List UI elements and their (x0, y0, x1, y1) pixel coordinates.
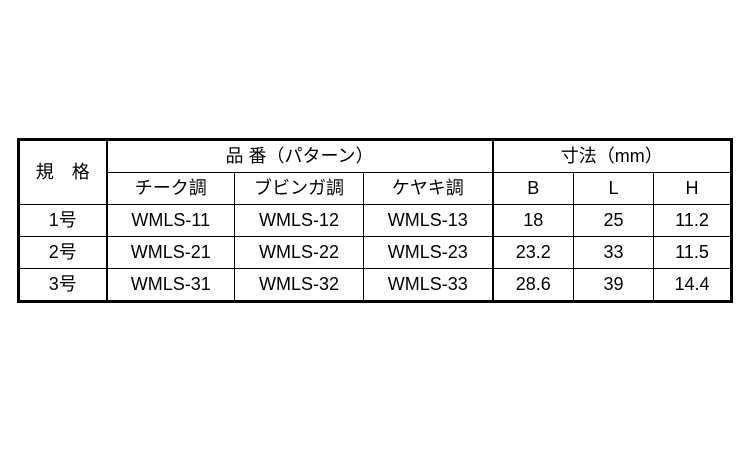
part-cell: WMLS-33 (363, 268, 494, 302)
part-cell: WMLS-11 (106, 204, 235, 237)
dim-cell: 23.2 (492, 236, 574, 269)
table-row: 1号 WMLS-11 WMLS-12 WMLS-13 18 25 11.2 (18, 204, 732, 237)
part-cell: WMLS-32 (234, 268, 364, 302)
dim-cell: 39 (573, 268, 654, 302)
dim-cell: 25 (573, 204, 654, 237)
dim-cell: 33 (573, 236, 654, 269)
table-row: 2号 WMLS-21 WMLS-22 WMLS-23 23.2 33 11.5 (18, 236, 732, 269)
spec-header: 規 格 (18, 139, 108, 205)
pattern-header: ケヤキ調 (363, 172, 494, 205)
dim-cell: 11.5 (653, 236, 732, 269)
part-cell: WMLS-12 (234, 204, 364, 237)
dimension-header: 寸法（mm） (492, 139, 732, 173)
table-row: 3号 WMLS-31 WMLS-32 WMLS-33 28.6 39 14.4 (18, 268, 732, 302)
pattern-header: チーク調 (106, 172, 235, 205)
spec-table: 規 格 品 番（パターン） 寸法（mm） チーク調 ブビンガ調 ケヤキ調 B L… (17, 138, 733, 303)
dim-cell: 14.4 (653, 268, 732, 302)
part-number-header: 品 番（パターン） (106, 139, 494, 173)
pattern-header: ブビンガ調 (234, 172, 364, 205)
size-cell: 1号 (18, 204, 108, 237)
header-row-2: チーク調 ブビンガ調 ケヤキ調 B L H (19, 172, 732, 205)
part-cell: WMLS-13 (363, 204, 494, 237)
dim-cell: 11.2 (653, 204, 732, 237)
part-cell: WMLS-23 (363, 236, 494, 269)
part-cell: WMLS-21 (106, 236, 235, 269)
dim-cell: 18 (492, 204, 574, 237)
part-cell: WMLS-22 (234, 236, 364, 269)
size-cell: 3号 (18, 268, 108, 302)
size-cell: 2号 (18, 236, 108, 269)
dim-header: L (573, 172, 654, 205)
dim-cell: 28.6 (492, 268, 574, 302)
dim-header: H (653, 172, 732, 205)
header-row-1: 規 格 品 番（パターン） 寸法（mm） (18, 139, 732, 205)
part-cell: WMLS-31 (106, 268, 235, 302)
dim-header: B (492, 172, 574, 205)
